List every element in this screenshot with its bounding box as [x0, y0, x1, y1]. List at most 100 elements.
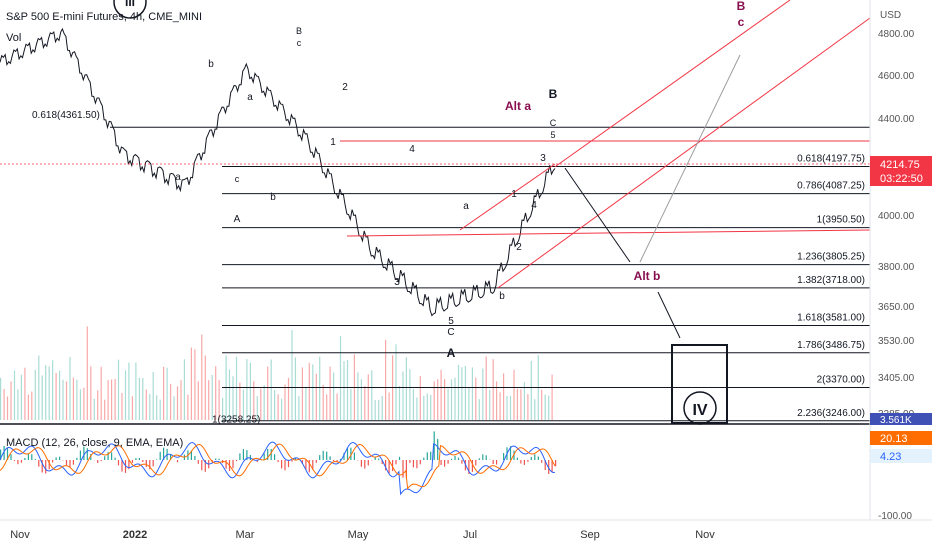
- volume-bar: [350, 389, 351, 420]
- volume-bar: [250, 363, 251, 420]
- volume-badge: 3.561K: [880, 415, 912, 426]
- volume-bar: [510, 396, 511, 420]
- macd-histogram-bar: [243, 449, 244, 460]
- macd-histogram-bar: [52, 460, 53, 463]
- macd-histogram-bar: [541, 460, 542, 463]
- volume-bar: [187, 395, 188, 420]
- macd-histogram-bar: [486, 455, 487, 460]
- macd-histogram-bar: [479, 458, 480, 460]
- macd-badge: 4.23: [880, 451, 901, 463]
- volume-bar: [208, 380, 209, 420]
- macd-histogram-bar: [503, 453, 504, 460]
- macd-histogram-bar: [28, 454, 29, 460]
- macd-histogram-bar: [66, 460, 67, 465]
- macd-histogram-bar: [309, 460, 310, 472]
- wave-label: B: [737, 0, 746, 13]
- volume-bar: [343, 361, 344, 420]
- macd-histogram-bar: [423, 458, 424, 460]
- macd-histogram-bar: [395, 460, 396, 464]
- volume-bar: [465, 366, 466, 420]
- price-series: [0, 29, 555, 316]
- macd-histogram-bar: [527, 460, 528, 462]
- countdown: 03:22:50: [880, 173, 923, 185]
- wave-label: C: [447, 327, 454, 338]
- volume-bar: [271, 360, 272, 421]
- macd-histogram-bar: [142, 460, 143, 462]
- volume-bar: [7, 397, 8, 421]
- wave-label: b: [270, 192, 276, 203]
- volume-bar: [302, 367, 303, 420]
- macd-histogram-bar: [271, 449, 272, 460]
- fib-label: 0.618(4197.75): [797, 154, 865, 165]
- macd-histogram-bar: [278, 460, 279, 462]
- volume-bar: [441, 370, 442, 420]
- volume-bar: [52, 360, 53, 420]
- time-tick: 2022: [123, 529, 147, 541]
- volume-bar: [330, 367, 331, 420]
- wave-label: B: [296, 26, 302, 36]
- volume-bar: [420, 376, 421, 420]
- macd-histogram-bar: [31, 454, 32, 460]
- chart-title: S&P 500 E-mini Futures, 4h, CME_MINI: [6, 11, 202, 23]
- wave-label: c: [235, 174, 240, 184]
- volume-bar: [229, 370, 230, 421]
- volume-bar: [125, 370, 126, 420]
- price-line: [0, 29, 555, 316]
- macd-histogram-bar: [316, 460, 317, 463]
- channel-upper: [555, 0, 790, 167]
- volume-bar: [326, 394, 327, 420]
- volume-bar: [295, 357, 296, 420]
- volume-bar: [49, 366, 50, 420]
- macd-histogram-bar: [80, 451, 81, 461]
- macd-histogram-bar: [441, 460, 442, 465]
- volume-bar: [101, 367, 102, 420]
- volume-bar: [160, 400, 161, 420]
- macd-histogram-bar: [69, 460, 70, 468]
- wave-label: Alt a: [505, 99, 531, 113]
- wave-label: a: [463, 201, 469, 212]
- macd-histogram-bar: [118, 460, 119, 465]
- volume-bar: [139, 378, 140, 420]
- macd-histogram-bar: [451, 459, 452, 460]
- signal-line: [0, 444, 555, 489]
- volume-bar: [118, 360, 119, 420]
- macd-histogram-bar: [399, 457, 400, 460]
- macd-histogram-bar: [524, 460, 525, 465]
- macd-histogram-bar: [420, 460, 421, 464]
- macd-histogram-bar: [281, 460, 282, 469]
- volume-bar: [399, 386, 400, 420]
- macd-histogram-bar: [153, 460, 154, 466]
- macd-line: [0, 442, 555, 494]
- price-tick: 4000.00: [878, 211, 915, 222]
- macd-histogram-bar: [21, 460, 22, 463]
- volume-bar: [548, 396, 549, 420]
- volume-bar: [135, 363, 136, 420]
- macd-histogram-bar: [416, 460, 417, 468]
- volume-bar: [364, 386, 365, 420]
- macd-histogram-bar: [17, 460, 18, 464]
- time-tick: Nov: [695, 529, 715, 541]
- macd-histogram-bar: [104, 456, 105, 460]
- volume-bars: [0, 326, 553, 420]
- wave-label: 5: [448, 316, 454, 327]
- wave-label: 1: [511, 189, 517, 200]
- macd-histogram-bar: [215, 458, 216, 460]
- volume-bar: [0, 378, 1, 420]
- volume-bar: [62, 380, 63, 420]
- macd-histogram-bar: [454, 456, 455, 460]
- volume-label: Vol: [6, 32, 21, 44]
- volume-bar: [475, 378, 476, 420]
- macd-histogram-bar: [437, 439, 438, 460]
- macd-histogram-bar: [538, 457, 539, 461]
- macd-histogram-bar: [472, 460, 473, 472]
- volume-bar: [451, 379, 452, 420]
- macd-histogram-bar: [319, 455, 320, 460]
- macd-histogram-bar: [534, 454, 535, 460]
- macd-histogram-bar: [38, 460, 39, 467]
- wave-label: Alt b: [634, 269, 661, 283]
- macd-histogram-bar: [475, 460, 476, 466]
- price-tick: 3530.00: [878, 336, 915, 347]
- macd-histogram-bar: [14, 460, 15, 461]
- price-tick: 4600.00: [878, 71, 915, 82]
